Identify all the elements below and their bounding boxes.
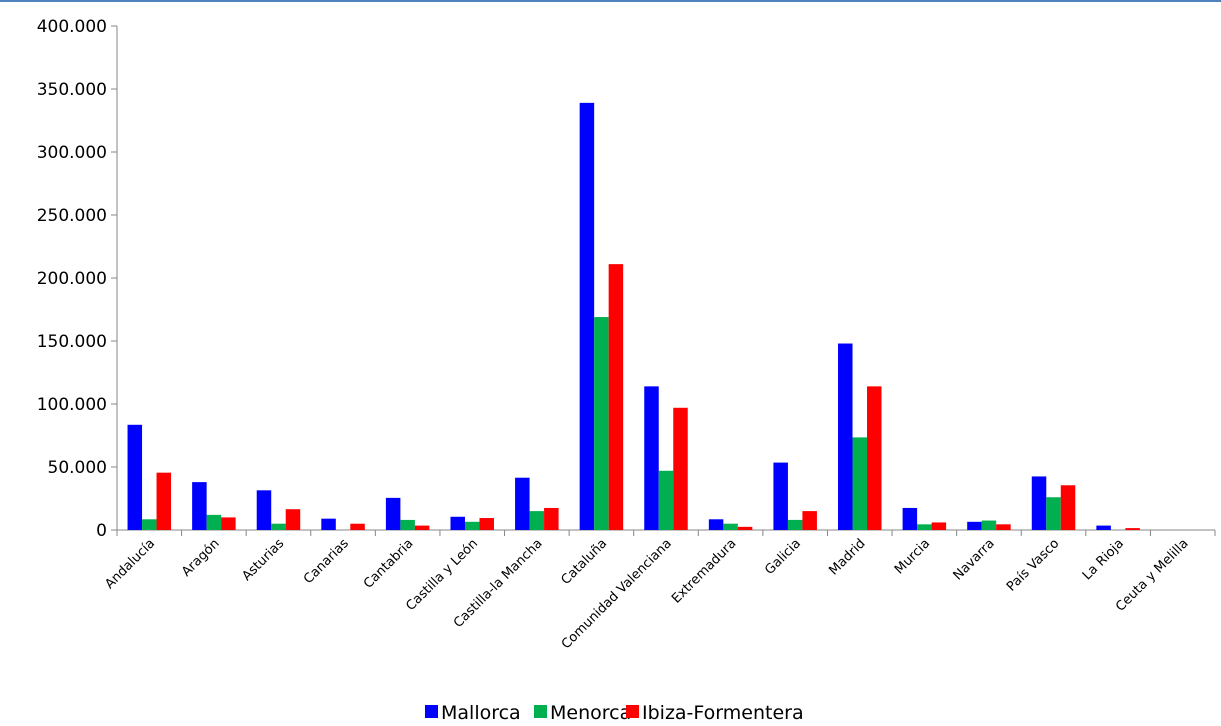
bar-mallorca-2 <box>256 490 272 530</box>
bar-mallorca-14 <box>1031 476 1047 530</box>
bar-menorca-9 <box>723 523 738 530</box>
bar-menorca-5 <box>464 521 480 530</box>
category-label: Galicia <box>762 536 804 578</box>
category-labels: Andalucía Aragón Asturias Canarias Cantabria… <box>102 536 1191 652</box>
bar-mallorca-7 <box>579 102 595 531</box>
bar-mallorca-1 <box>192 482 207 530</box>
bar-menorca-13 <box>981 520 997 530</box>
y-tick-label: 200.000 <box>37 269 107 289</box>
category-label: Navarra <box>951 536 998 583</box>
legend-swatch <box>626 705 639 718</box>
bar-mallorca-11 <box>838 343 853 530</box>
bar-mallorca-15 <box>1096 525 1111 530</box>
bar-menorca-2 <box>271 523 286 530</box>
bar-ibiza-formentera-3 <box>350 523 365 530</box>
y-axis-ticks: 0 50.000 100.000 150.000 200.000 250.000 300.0… <box>37 17 117 541</box>
y-tick-label: 400.000 <box>37 17 107 37</box>
bar-menorca-11 <box>852 437 868 530</box>
y-tick-label: 300.000 <box>37 143 107 163</box>
category-label: País Vasco <box>1004 536 1062 594</box>
legend-swatch <box>425 705 438 718</box>
bar-ibiza-formentera-0 <box>156 472 172 530</box>
bar-mallorca-12 <box>902 507 918 530</box>
bar-mallorca-5 <box>450 516 465 530</box>
bar-ibiza-formentera-11 <box>867 386 882 530</box>
y-tick-label: 150.000 <box>37 332 107 352</box>
bar-ibiza-formentera-2 <box>285 509 301 530</box>
bars <box>127 102 1140 531</box>
category-label: Andalucía <box>102 536 158 592</box>
legend-label: Ibiza-Formentera <box>642 702 804 724</box>
bar-menorca-12 <box>917 524 932 530</box>
y-tick-label: 350.000 <box>37 80 107 100</box>
legend-label: Menorca <box>550 702 631 724</box>
bar-menorca-4 <box>400 519 415 530</box>
bar-ibiza-formentera-14 <box>1060 485 1076 530</box>
legend-swatch <box>534 705 547 718</box>
bar-mallorca-6 <box>515 477 530 530</box>
bar-ibiza-formentera-10 <box>802 511 817 530</box>
bar-menorca-1 <box>206 514 222 530</box>
bar-menorca-8 <box>658 470 674 530</box>
bar-mallorca-8 <box>644 386 659 530</box>
bar-menorca-7 <box>594 317 609 530</box>
category-label: Extremadura <box>669 536 739 606</box>
bar-ibiza-formentera-9 <box>737 526 753 530</box>
bar-ibiza-formentera-4 <box>414 525 430 530</box>
bar-ibiza-formentera-12 <box>931 522 947 530</box>
category-label: La Rioja <box>1080 536 1127 583</box>
bar-menorca-14 <box>1046 497 1061 530</box>
legend-label: Mallorca <box>441 702 521 724</box>
y-tick-label: 250.000 <box>37 206 107 226</box>
bar-menorca-0 <box>142 519 157 530</box>
category-label: Cantabria <box>361 536 417 592</box>
bar-mallorca-0 <box>127 424 143 530</box>
legend: Mallorca Menorca Ibiza-Formentera <box>425 702 804 724</box>
bar-mallorca-3 <box>321 518 336 530</box>
category-label: Asturias <box>239 536 287 584</box>
top-border <box>0 0 1221 2</box>
bar-ibiza-formentera-1 <box>221 517 236 530</box>
y-tick-label: 0 <box>96 521 107 541</box>
category-label: Aragón <box>179 536 223 580</box>
bar-ibiza-formentera-5 <box>479 518 494 530</box>
bar-menorca-6 <box>529 511 545 530</box>
axes <box>116 26 1216 536</box>
bar-mallorca-10 <box>773 462 788 530</box>
bar-mallorca-9 <box>708 519 724 530</box>
bar-ibiza-formentera-15 <box>1125 528 1140 530</box>
bar-ibiza-formentera-13 <box>996 524 1011 530</box>
category-label: Madrid <box>826 536 868 578</box>
bar-ibiza-formentera-6 <box>544 507 559 530</box>
category-label: Murcia <box>892 536 933 577</box>
category-label: Comunidad Valenciana <box>559 536 675 652</box>
bar-ibiza-formentera-7 <box>608 264 624 530</box>
bar-menorca-10 <box>787 519 803 530</box>
y-tick-label: 100.000 <box>37 395 107 415</box>
bar-mallorca-4 <box>385 497 401 530</box>
category-label: Canarias <box>301 536 352 587</box>
bar-mallorca-13 <box>967 521 982 530</box>
y-tick-label: 50.000 <box>48 458 107 478</box>
category-label: Cataluña <box>558 536 610 588</box>
bar-ibiza-formentera-8 <box>673 407 688 530</box>
